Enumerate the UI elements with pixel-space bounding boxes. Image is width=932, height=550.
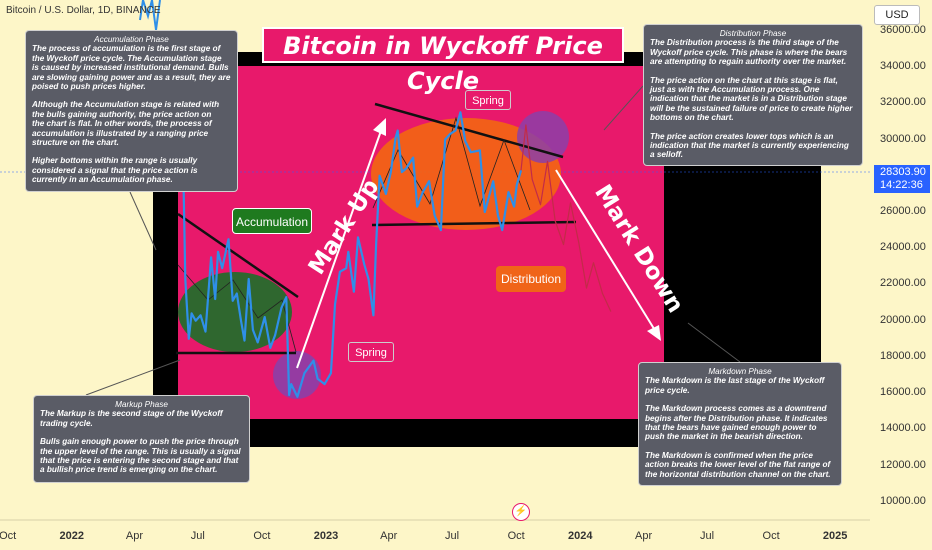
currency-selector[interactable]: USD bbox=[874, 5, 920, 25]
x-tick-label: Oct bbox=[253, 530, 271, 542]
current-price-value: 28303.90 bbox=[880, 166, 926, 178]
markdown-note: Markdown Phase The Markdown is the last … bbox=[638, 362, 842, 486]
y-tick-label: 30000.00 bbox=[880, 132, 926, 145]
distribution-label: Distribution bbox=[496, 266, 566, 292]
markdown-note-p3: The Markdown is confirmed when the price… bbox=[645, 450, 831, 479]
y-tick-label: 36000.00 bbox=[880, 23, 926, 36]
x-tick-label: Apr bbox=[125, 530, 143, 542]
current-price-countdown: 14:22:36 bbox=[880, 179, 923, 191]
accumulation-note-p1: The process of accumulation is the first… bbox=[32, 44, 231, 92]
x-tick-label: Jul bbox=[445, 530, 460, 542]
trend-guide-right bbox=[372, 116, 531, 211]
accumulation-label: Accumulation bbox=[232, 208, 312, 234]
current-price-badge: 28303.90 14:22:36 bbox=[874, 165, 930, 193]
y-tick-label: 10000.00 bbox=[880, 494, 926, 507]
y-tick-label: 26000.00 bbox=[880, 204, 926, 217]
y-tick-label: 12000.00 bbox=[880, 458, 926, 471]
y-tick-label: 14000.00 bbox=[880, 422, 926, 435]
x-tick-label: Apr bbox=[635, 530, 653, 542]
mark-down-arrow-head bbox=[647, 325, 661, 341]
markup-note: Markup Phase The Markup is the second st… bbox=[33, 395, 250, 483]
markup-note-pointer bbox=[85, 359, 181, 396]
projection-series-line bbox=[520, 124, 612, 312]
markdown-note-p2: The Markdown process comes as a downtren… bbox=[645, 404, 828, 442]
chart-title: Bitcoin in Wyckoff Price Cycle bbox=[262, 27, 624, 95]
markdown-note-pointer bbox=[687, 322, 741, 363]
x-tick-label: 2025 bbox=[822, 530, 848, 542]
y-tick-label: 24000.00 bbox=[880, 241, 926, 254]
y-tick-label: 18000.00 bbox=[880, 349, 926, 362]
accumulation-note-title: Accumulation Phase bbox=[94, 35, 169, 44]
markdown-note-title: Markdown Phase bbox=[708, 367, 772, 376]
x-tick-label: Jul bbox=[699, 530, 715, 542]
x-tick-label: Oct bbox=[762, 530, 780, 542]
distribution-note-p2: The price action on the chart at this st… bbox=[650, 75, 853, 123]
distribution-resistance-line bbox=[374, 102, 564, 159]
x-tick-label: Apr bbox=[380, 530, 398, 542]
distribution-note: Distribution Phase The Distribution proc… bbox=[643, 24, 863, 166]
x-tick-label: 2023 bbox=[313, 530, 339, 542]
markup-note-title: Markup Phase bbox=[115, 400, 168, 409]
price-series-line bbox=[159, 111, 523, 398]
mark-up-arrow bbox=[296, 127, 383, 369]
distribution-note-pointer bbox=[603, 85, 644, 131]
accumulation-note-p3: Higher bottoms within the range is usual… bbox=[32, 156, 198, 185]
accumulation-note-pointer bbox=[129, 191, 157, 251]
accumulation-note-p2: Although the Accumulation stage is relat… bbox=[32, 100, 220, 148]
x-tick-label: 2022 bbox=[59, 530, 84, 542]
spring-circle-low bbox=[273, 351, 321, 399]
distribution-note-p1: The Distribution process is the third st… bbox=[650, 38, 848, 67]
y-tick-label: 32000.00 bbox=[880, 96, 926, 109]
spring-label-high: Spring bbox=[465, 90, 511, 110]
spring-circle-high bbox=[517, 111, 569, 163]
distribution-support-line bbox=[371, 220, 577, 227]
trend-guide-left bbox=[177, 264, 297, 353]
bolt-icon[interactable]: ⚡ bbox=[512, 503, 530, 521]
y-tick-label: 16000.00 bbox=[880, 386, 926, 399]
y-tick-label: 20000.00 bbox=[880, 313, 926, 326]
y-tick-label: 34000.00 bbox=[880, 60, 926, 73]
mark-down-arrow bbox=[555, 169, 657, 333]
distribution-note-title: Distribution Phase bbox=[719, 29, 787, 38]
distribution-note-p3: The price action creates lower tops whic… bbox=[650, 131, 849, 160]
accumulation-note: Accumulation Phase The process of accumu… bbox=[25, 30, 238, 192]
mark-up-arrow-head bbox=[373, 118, 386, 136]
symbol-header: Bitcoin / U.S. Dollar, 1D, BINANCE bbox=[6, 5, 161, 16]
x-tick-label: 2024 bbox=[567, 530, 593, 542]
spring-label-low: Spring bbox=[348, 342, 394, 362]
markdown-note-p1: The Markdown is the last stage of the Wy… bbox=[645, 376, 825, 395]
series-layer bbox=[139, 0, 612, 398]
accumulation-resistance-line bbox=[177, 212, 299, 299]
x-tick-label: Oct bbox=[0, 530, 17, 542]
x-tick-label: Jul bbox=[190, 530, 205, 542]
y-tick-label: 22000.00 bbox=[880, 277, 926, 290]
price-spike-top bbox=[139, 0, 161, 31]
chart-panel bbox=[178, 66, 664, 419]
markup-note-p2: Bulls gain enough power to push the pric… bbox=[40, 437, 241, 475]
accumulation-zone bbox=[178, 272, 292, 352]
x-tick-label: Oct bbox=[507, 530, 525, 542]
markup-note-p1: The Markup is the second stage of the Wy… bbox=[40, 409, 223, 428]
